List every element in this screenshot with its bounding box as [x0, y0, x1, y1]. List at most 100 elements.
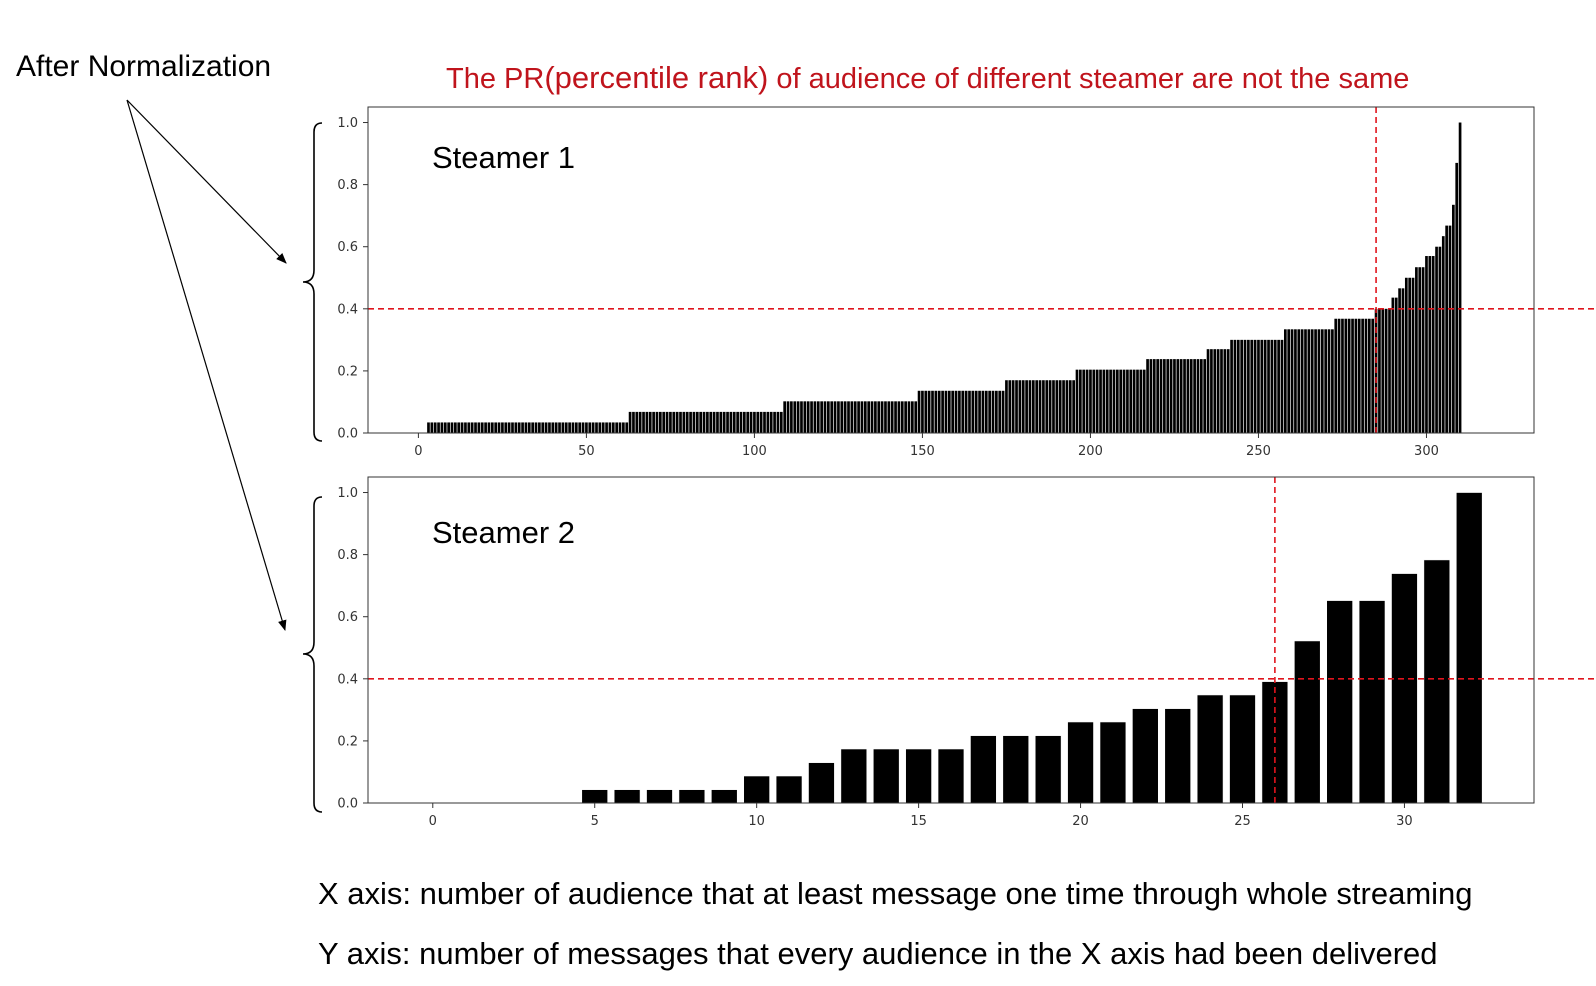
bar [1216, 349, 1220, 433]
bar [796, 401, 800, 433]
bar [1294, 329, 1297, 433]
bar [480, 422, 484, 433]
bar [1220, 349, 1223, 433]
bar [1458, 122, 1462, 434]
bar [1452, 204, 1455, 433]
bar [709, 411, 713, 433]
bar [548, 422, 551, 433]
bar [1085, 369, 1089, 433]
bracket-steamer-2 [302, 496, 323, 813]
chart-steamer-2: 0.0 0.2 0.4 0.6 0.8 1.0 0 5 10 15 20 25 30 Steamer 2 [337, 476, 1596, 829]
bar [872, 748, 900, 804]
x-tick-label: 0 [429, 814, 437, 829]
bar [1169, 359, 1173, 433]
bar [1344, 318, 1348, 433]
bar [685, 411, 689, 433]
bar [860, 401, 864, 433]
bar [1025, 380, 1028, 433]
bar [880, 401, 884, 433]
bar [1320, 329, 1324, 433]
bar [1441, 236, 1445, 433]
bar [850, 401, 854, 433]
bar [460, 422, 464, 433]
bar [682, 411, 686, 433]
bar [1163, 359, 1166, 433]
headline-emphasis: (percentile rank) [544, 60, 769, 95]
bar [732, 411, 736, 433]
bar [1005, 380, 1008, 433]
bar [1229, 694, 1256, 804]
bar [1223, 349, 1227, 433]
bar [527, 422, 531, 433]
bar [1159, 359, 1163, 433]
bar [1079, 369, 1082, 433]
bar [625, 422, 629, 433]
bar [904, 401, 907, 433]
bar [1038, 380, 1042, 433]
bar [433, 422, 437, 433]
bar [1445, 225, 1448, 433]
bar [941, 390, 944, 433]
bar [870, 401, 874, 433]
bar [991, 390, 995, 433]
bar [1213, 349, 1217, 433]
bar [474, 422, 477, 433]
bar [1226, 349, 1230, 433]
bar [1105, 369, 1109, 433]
bar [1361, 318, 1364, 433]
bar [464, 422, 467, 433]
bar [1042, 380, 1045, 433]
y-tick-label: 0.0 [337, 797, 358, 812]
bar [803, 401, 807, 433]
bar [638, 411, 642, 433]
bar [507, 422, 511, 433]
bar [911, 401, 914, 433]
bar [1240, 339, 1244, 433]
bar [739, 411, 743, 433]
bar [981, 390, 985, 433]
bar [635, 411, 639, 433]
bar [1384, 308, 1388, 433]
bar [1176, 359, 1180, 433]
bar [971, 390, 975, 433]
y-tick-label: 1.0 [337, 116, 358, 131]
bar [1065, 380, 1069, 433]
bar [665, 411, 669, 433]
bar [568, 422, 571, 433]
bar [689, 411, 692, 433]
x-tick-label: 30 [1396, 814, 1413, 829]
bar [1314, 329, 1317, 433]
bar [1230, 339, 1233, 433]
bar [833, 401, 837, 433]
bar [454, 422, 457, 433]
bar [484, 422, 487, 433]
bar [678, 789, 706, 804]
bar [1132, 708, 1159, 804]
bar [531, 422, 534, 433]
bar [648, 411, 652, 433]
bar [1082, 369, 1086, 433]
bar [675, 411, 679, 433]
bar [1119, 369, 1123, 433]
bar [652, 411, 655, 433]
bar [534, 422, 538, 433]
bar [775, 775, 803, 804]
bar [900, 401, 904, 433]
bar [558, 422, 561, 433]
bar [1206, 349, 1210, 433]
bar [1008, 380, 1012, 433]
headline-prefix: The PR [446, 63, 545, 95]
bar [716, 411, 719, 433]
bar [907, 401, 911, 433]
bar [937, 390, 941, 433]
bar [679, 411, 682, 433]
bar [662, 411, 666, 433]
bar [1371, 318, 1375, 433]
bar [524, 422, 528, 433]
y-tick-label: 0.8 [337, 548, 358, 563]
bar [890, 401, 894, 433]
bar [840, 401, 844, 433]
bar [1021, 380, 1025, 433]
bar [1018, 380, 1022, 433]
bar [601, 422, 605, 433]
